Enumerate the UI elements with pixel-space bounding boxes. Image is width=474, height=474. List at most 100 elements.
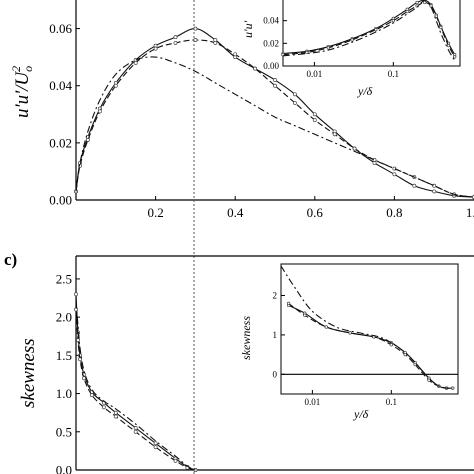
data-point	[113, 414, 118, 419]
data-point	[133, 429, 138, 434]
x-tick-label: 0.1	[388, 69, 399, 79]
data-point	[153, 441, 158, 446]
panel-b-inset-y-axis-label: u'u'	[241, 20, 255, 38]
data-point	[412, 183, 417, 188]
data-point	[101, 405, 106, 410]
data-point	[113, 410, 118, 415]
series-line-dashdot	[75, 301, 196, 471]
x-tick-label: 0.2	[147, 205, 163, 220]
data-point	[133, 426, 138, 430]
data-point	[253, 66, 258, 71]
data-point	[326, 46, 330, 50]
x-tick-label: 0.01	[305, 397, 321, 407]
series-line-dash	[75, 309, 196, 471]
data-point	[153, 445, 158, 450]
data-point	[173, 35, 178, 40]
data-point	[89, 393, 94, 398]
series-line-dashdot	[282, 0, 456, 61]
data-point	[389, 343, 393, 347]
data-point	[303, 313, 307, 317]
y-tick-label: 0.0	[56, 463, 72, 474]
data-point	[332, 132, 337, 137]
data-point	[74, 292, 78, 297]
y-tick-label: 0.02	[263, 38, 279, 48]
panel-c-y-ticks: 0.0 0.5 1.0 1.5 2.0 2.5	[56, 271, 80, 474]
y-tick-label: 0.00	[263, 61, 279, 71]
data-point	[391, 19, 395, 23]
y-tick-label: 1.0	[56, 386, 72, 401]
data-point	[427, 378, 431, 382]
x-tick-label: 0.4	[227, 205, 244, 220]
data-point	[305, 50, 309, 55]
data-point	[233, 52, 238, 57]
data-point	[405, 9, 409, 14]
series-line-dashdot	[75, 56, 474, 198]
y-tick-label: 0.04	[263, 16, 279, 26]
panel-b-inset-y-ticks: 0.00 0.02 0.04	[263, 16, 287, 71]
data-point	[82, 376, 86, 381]
data-point	[113, 83, 118, 88]
data-point	[292, 100, 297, 105]
data-point	[273, 78, 277, 82]
data-point	[403, 352, 407, 357]
y-tick-label: 2	[273, 291, 278, 301]
panel-b-y-ticks: 0.00 0.02 0.04 0.06	[49, 21, 80, 208]
data-point	[392, 172, 397, 177]
data-point	[97, 109, 102, 114]
data-point	[312, 112, 317, 117]
x-tick-label: 1.0	[466, 205, 474, 220]
panel-b-inset-x-ticks: 0.01 0.1	[307, 62, 399, 79]
x-tick-label: 0.01	[307, 69, 323, 79]
data-point	[292, 92, 297, 97]
x-tick-label: 0.1	[386, 397, 397, 407]
panel-c-label: c)	[4, 250, 17, 269]
series-line-solid	[75, 294, 196, 471]
x-tick-label: 0.8	[386, 205, 402, 220]
data-point	[324, 325, 328, 329]
y-tick-label: 2.0	[56, 310, 72, 325]
panel-b-inset: 0.00 0.02 0.04 0.01 0.1 u'u' y/δ	[241, 0, 461, 98]
data-point	[439, 25, 443, 30]
x-tick-label: 0.6	[307, 205, 324, 220]
y-tick-label: 0.5	[56, 424, 72, 439]
panel-b-y-axis-label: u'u'/Uo2	[9, 66, 35, 118]
data-point	[85, 138, 90, 142]
data-point	[173, 458, 178, 463]
data-point	[413, 362, 417, 367]
data-point	[348, 331, 352, 335]
data-point	[350, 38, 354, 42]
data-point	[153, 46, 158, 51]
panel-c-inset-frame	[280, 263, 459, 395]
panel-b-plot: 0.00 0.02 0.04 0.06 0.2 0.4 0.6 0.8 1.0 u'u'/Uo…	[9, 0, 474, 220]
y-tick-label: 1.5	[56, 348, 72, 363]
data-point	[453, 55, 457, 59]
y-tick-label: 1	[273, 330, 278, 340]
data-point	[78, 357, 82, 362]
data-point	[374, 28, 378, 32]
data-point	[432, 189, 437, 194]
y-tick-label: 0.00	[49, 193, 72, 208]
panel-b-inset-x-axis-label: y/δ	[357, 84, 373, 98]
data-point	[415, 0, 419, 5]
data-point	[352, 146, 357, 151]
data-point	[423, 0, 427, 5]
panel-b-inset-frame	[282, 0, 461, 67]
y-tick-label: 2.5	[56, 271, 72, 286]
data-point	[76, 338, 80, 343]
panel-c-y-axis-label: skewness	[18, 338, 39, 408]
panel-c-inset-x-ticks: 0.01 0.1	[305, 390, 397, 407]
panel-c-inset: 0 1 2 0.01 0.1 skewness y/δ	[239, 263, 459, 421]
data-point	[446, 43, 451, 48]
y-tick-label: 0.04	[49, 78, 72, 93]
y-tick-label: 0	[273, 369, 278, 379]
data-point	[133, 60, 138, 65]
data-point	[273, 83, 277, 88]
data-point	[312, 118, 317, 122]
y-tick-label: 0.02	[49, 135, 72, 150]
y-tick-label: 0.06	[49, 21, 72, 36]
panel-c-series	[74, 292, 198, 472]
panel-b-inset-series	[281, 0, 457, 61]
panel-b-x-ticks: 0.2 0.4 0.6 0.8 1.0	[147, 196, 474, 220]
data-point	[286, 301, 291, 306]
